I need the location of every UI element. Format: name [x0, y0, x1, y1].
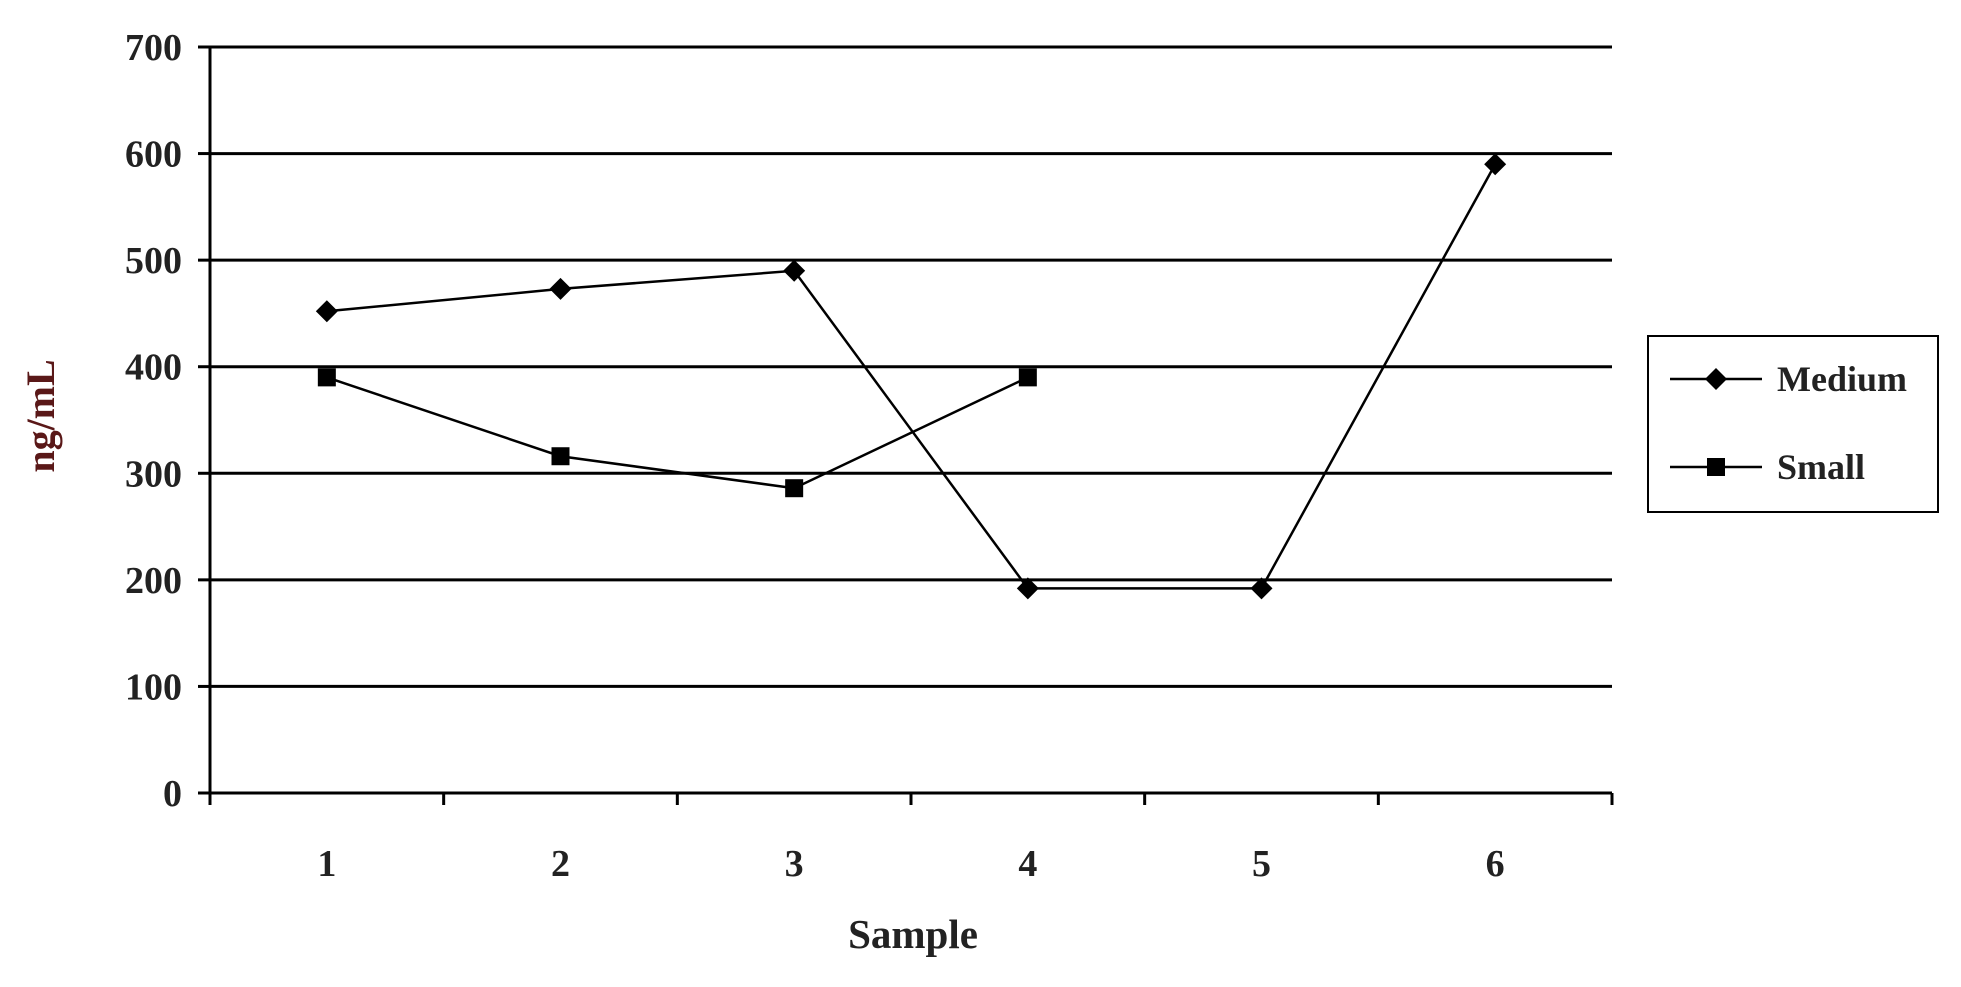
x-tick-label: 2: [551, 843, 570, 885]
y-tick-label: 700: [125, 27, 182, 69]
x-tick-labels: 1 2 3 4 5 6: [317, 843, 1504, 885]
legend: Medium Small: [1647, 335, 1939, 513]
y-tick-label: 0: [163, 773, 182, 815]
series-medium: [315, 153, 1507, 600]
x-tick-label: 3: [785, 843, 804, 885]
legend-box: [1647, 335, 1939, 513]
data-point-medium: [315, 300, 338, 323]
x-axis-label: Sample: [848, 911, 978, 957]
legend-marker-square: [1707, 458, 1725, 476]
series-line-medium: [326, 163, 1497, 590]
data-point-small: [785, 479, 804, 498]
x-tick-label: 1: [317, 843, 336, 885]
gridlines: [198, 45, 1612, 795]
y-tick-label: 500: [125, 240, 182, 282]
y-tick-label: 600: [125, 134, 182, 176]
data-point-medium: [1016, 577, 1039, 600]
y-axis-label: ng/mL: [18, 359, 63, 472]
x-tick-label: 5: [1252, 843, 1271, 885]
series-line-small: [326, 376, 1029, 490]
legend-marker-diamond: [1705, 368, 1727, 390]
y-tick-label: 100: [125, 666, 182, 708]
series-small: [317, 368, 1037, 498]
x-tick-label: 6: [1486, 843, 1505, 885]
series-group: [315, 153, 1507, 600]
data-point-medium: [1484, 153, 1507, 176]
data-point-small: [551, 447, 570, 466]
legend-label: Small: [1777, 447, 1865, 487]
legend-item-medium: Medium: [1670, 359, 1907, 399]
data-point-small: [1018, 368, 1037, 387]
y-tick-label: 300: [125, 453, 182, 495]
axes: [208, 47, 1614, 805]
data-point-medium: [549, 277, 572, 300]
data-point-small: [317, 368, 336, 387]
legend-label: Medium: [1777, 359, 1907, 399]
y-tick-labels: 0 100 200 300 400 500 600 700: [125, 27, 182, 815]
x-tick-label: 4: [1018, 843, 1037, 885]
legend-item-small: Small: [1670, 447, 1865, 487]
y-tick-label: 400: [125, 347, 182, 389]
data-point-medium: [783, 259, 806, 282]
data-point-medium: [1250, 577, 1273, 600]
y-tick-label: 200: [125, 560, 182, 602]
